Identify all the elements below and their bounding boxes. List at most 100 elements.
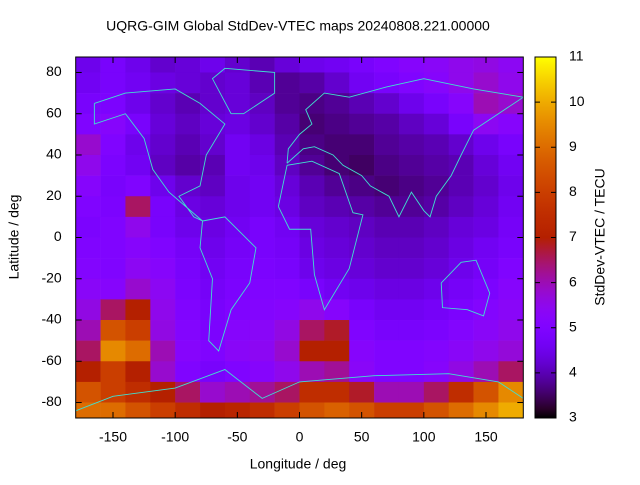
- heatmap-cell: [100, 57, 126, 73]
- heatmap-cell: [423, 258, 449, 280]
- heatmap-cell: [125, 237, 151, 259]
- heatmap-cell: [324, 72, 350, 94]
- heatmap-cell: [498, 72, 524, 94]
- heatmap-cell: [200, 320, 226, 341]
- heatmap-cell: [200, 113, 226, 135]
- heatmap-cell: [75, 57, 101, 73]
- heatmap-cell: [349, 57, 375, 73]
- heatmap-cell: [75, 72, 101, 94]
- heatmap-cell: [274, 93, 300, 115]
- heatmap-cell: [473, 299, 499, 321]
- heatmap-cell: [224, 154, 251, 176]
- heatmap-cell: [473, 93, 499, 115]
- heatmap-cell: [473, 175, 499, 197]
- y-tick-label: 20: [46, 187, 62, 203]
- heatmap-cell: [200, 299, 226, 321]
- heatmap-cell: [100, 299, 126, 321]
- heatmap-cell: [423, 402, 449, 418]
- heatmap-cell: [299, 72, 325, 94]
- heatmap-cell: [324, 320, 350, 341]
- heatmap-cell: [349, 93, 375, 115]
- heatmap-cell: [200, 258, 226, 280]
- heatmap-cell: [274, 237, 300, 259]
- heatmap-cell: [100, 237, 126, 259]
- heatmap-cell: [249, 113, 275, 135]
- heatmap-cell: [150, 113, 176, 135]
- heatmap-cell: [299, 381, 325, 403]
- heatmap-cell: [498, 402, 524, 418]
- heatmap-cell: [398, 196, 425, 218]
- x-tick-label: -50: [227, 429, 247, 445]
- heatmap-cell: [224, 72, 251, 94]
- heatmap-cell: [398, 72, 425, 94]
- heatmap-cell: [498, 320, 524, 341]
- heatmap-cell: [374, 154, 400, 176]
- heatmap-cell: [448, 381, 474, 403]
- heatmap-cell: [374, 113, 400, 135]
- heatmap-cell: [299, 216, 325, 238]
- heatmap-cell: [150, 299, 176, 321]
- heatmap-cell: [100, 196, 126, 218]
- heatmap-cell: [398, 154, 425, 176]
- heatmap-cell: [374, 258, 400, 280]
- heatmap-cell: [299, 258, 325, 280]
- heatmap-cell: [175, 237, 201, 259]
- heatmap-cell: [75, 93, 101, 115]
- heatmap-cell: [274, 381, 300, 403]
- heatmap-cell: [100, 278, 126, 300]
- heatmap: [75, 57, 524, 418]
- heatmap-cell: [324, 154, 350, 176]
- heatmap-cell: [175, 381, 201, 403]
- heatmap-cell: [473, 258, 499, 280]
- heatmap-cell: [274, 340, 300, 362]
- heatmap-cell: [175, 361, 201, 383]
- colorbar-tick-label: 6: [569, 273, 577, 289]
- x-tick-label: 50: [354, 429, 370, 445]
- heatmap-cell: [274, 299, 300, 321]
- heatmap-cell: [175, 196, 201, 218]
- heatmap-cell: [448, 320, 474, 341]
- heatmap-cell: [150, 57, 176, 73]
- heatmap-cell: [473, 196, 499, 218]
- heatmap-cell: [125, 361, 151, 383]
- heatmap-cell: [175, 154, 201, 176]
- heatmap-cell: [299, 299, 325, 321]
- heatmap-cell: [100, 216, 126, 238]
- heatmap-cell: [448, 340, 474, 362]
- heatmap-cell: [75, 381, 101, 403]
- heatmap-cell: [175, 258, 201, 280]
- heatmap-cell: [374, 320, 400, 341]
- heatmap-cell: [498, 278, 524, 300]
- heatmap-cell: [299, 320, 325, 341]
- heatmap-cell: [274, 278, 300, 300]
- y-tick-label: -60: [41, 352, 61, 368]
- heatmap-cell: [125, 72, 151, 94]
- heatmap-cell: [349, 402, 375, 418]
- heatmap-cell: [473, 320, 499, 341]
- heatmap-cell: [324, 340, 350, 362]
- heatmap-cell: [75, 113, 101, 135]
- heatmap-cell: [423, 237, 449, 259]
- heatmap-cell: [75, 134, 101, 156]
- x-tick-label: 150: [474, 429, 498, 445]
- heatmap-cell: [274, 361, 300, 383]
- heatmap-cell: [448, 113, 474, 135]
- heatmap-cell: [200, 57, 226, 73]
- heatmap-cell: [175, 402, 201, 418]
- heatmap-cell: [498, 196, 524, 218]
- heatmap-cell: [423, 113, 449, 135]
- heatmap-cell: [374, 340, 400, 362]
- heatmap-cell: [349, 278, 375, 300]
- heatmap-cell: [100, 320, 126, 341]
- heatmap-cell: [274, 72, 300, 94]
- heatmap-cell: [100, 402, 126, 418]
- heatmap-cell: [398, 402, 425, 418]
- coastlines: [75, 67, 524, 412]
- y-axis-label: Latitude / deg: [6, 195, 22, 280]
- heatmap-cell: [498, 134, 524, 156]
- y-tick-label: 60: [46, 104, 62, 120]
- heatmap-cell: [398, 216, 425, 238]
- colorbar-tick-label: 3: [569, 409, 577, 425]
- heatmap-cell: [498, 361, 524, 383]
- heatmap-cell: [150, 237, 176, 259]
